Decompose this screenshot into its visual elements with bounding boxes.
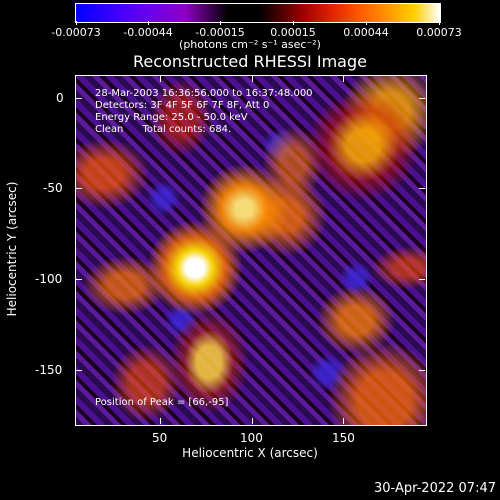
x-tick xyxy=(343,76,344,82)
peak-position: Position of Peak = [66,-95] xyxy=(95,397,229,408)
y-tick xyxy=(76,279,82,280)
observation-info: 28-Mar-2003 16:36:56.000 to 16:37:48.000… xyxy=(95,88,313,136)
colorbar-label: -0.00015 xyxy=(195,26,245,39)
colorbar-tick xyxy=(439,21,440,25)
y-axis-label: Heliocentric Y (arcsec) xyxy=(5,181,19,317)
y-tick xyxy=(76,370,82,371)
x-tick-label: 150 xyxy=(332,431,355,445)
y-tick-label: -50 xyxy=(43,181,63,195)
info-energy-range: Energy Range: 25.0 - 50.0 keV xyxy=(95,112,248,123)
colorbar-tick xyxy=(220,21,221,25)
colorbar-tick xyxy=(366,21,367,25)
timestamp: 30-Apr-2022 07:47 xyxy=(374,481,496,496)
colorbar-units: (photons cm⁻² s⁻¹ asec⁻²) xyxy=(179,38,321,51)
x-tick xyxy=(160,418,161,424)
colorbar-label: 0.00015 xyxy=(270,26,316,39)
colorbar-tick xyxy=(76,21,77,25)
y-tick xyxy=(419,370,425,371)
x-tick-label: 100 xyxy=(240,431,263,445)
y-tick xyxy=(419,188,425,189)
x-tick xyxy=(343,418,344,424)
y-tick xyxy=(419,279,425,280)
colorbar-label: 0.00073 xyxy=(416,26,462,39)
info-detectors: Detectors: 3F 4F 5F 6F 7F 8F, Att 0 xyxy=(95,100,270,111)
colorbar-tick xyxy=(293,21,294,25)
x-axis-label: Heliocentric X (arcsec) xyxy=(182,446,318,460)
colorbar-label: -0.00044 xyxy=(123,26,173,39)
rhessi-image xyxy=(75,75,427,426)
y-tick-label: 0 xyxy=(56,91,64,105)
y-tick xyxy=(76,188,82,189)
colorbar xyxy=(75,3,441,23)
x-tick xyxy=(252,76,253,82)
y-tick-label: -100 xyxy=(35,272,63,286)
x-tick xyxy=(160,76,161,82)
x-tick xyxy=(252,418,253,424)
y-tick xyxy=(419,98,425,99)
info-counts: Clean Total counts: 684. xyxy=(95,124,232,135)
colorbar-label: -0.00073 xyxy=(51,26,101,39)
info-time-range: 28-Mar-2003 16:36:56.000 to 16:37:48.000 xyxy=(95,88,313,99)
y-tick-label: -150 xyxy=(35,363,63,377)
x-tick-label: 50 xyxy=(152,431,168,445)
colorbar-label: 0.00044 xyxy=(343,26,389,39)
y-tick xyxy=(76,98,82,99)
colorbar-tick xyxy=(148,21,149,25)
image-title: Reconstructed RHESSI Image xyxy=(133,52,367,71)
